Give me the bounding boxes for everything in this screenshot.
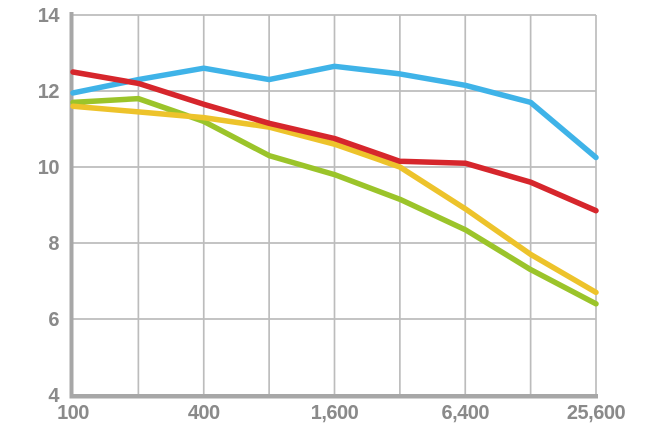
- y-tick-label: 8: [48, 233, 59, 255]
- y-tick-label: 14: [38, 5, 61, 27]
- blue-series: [70, 63, 599, 161]
- green-series: [70, 95, 599, 307]
- red-series: [70, 69, 599, 214]
- y-axis-line: [69, 12, 74, 398]
- y-tick-label: 6: [48, 309, 59, 331]
- yellow-series: [70, 103, 599, 296]
- x-axis-line: [69, 394, 598, 399]
- y-tick-label: 4: [48, 385, 60, 407]
- y-tick-label: 12: [38, 81, 60, 103]
- x-tick-label: 100: [57, 402, 89, 424]
- x-tick-label: 25,600: [567, 402, 626, 424]
- x-tick-label: 1,600: [311, 402, 359, 424]
- x-tick-label: 400: [188, 402, 220, 424]
- x-tick-label: 6,400: [441, 402, 489, 424]
- y-tick-label: 10: [38, 157, 60, 179]
